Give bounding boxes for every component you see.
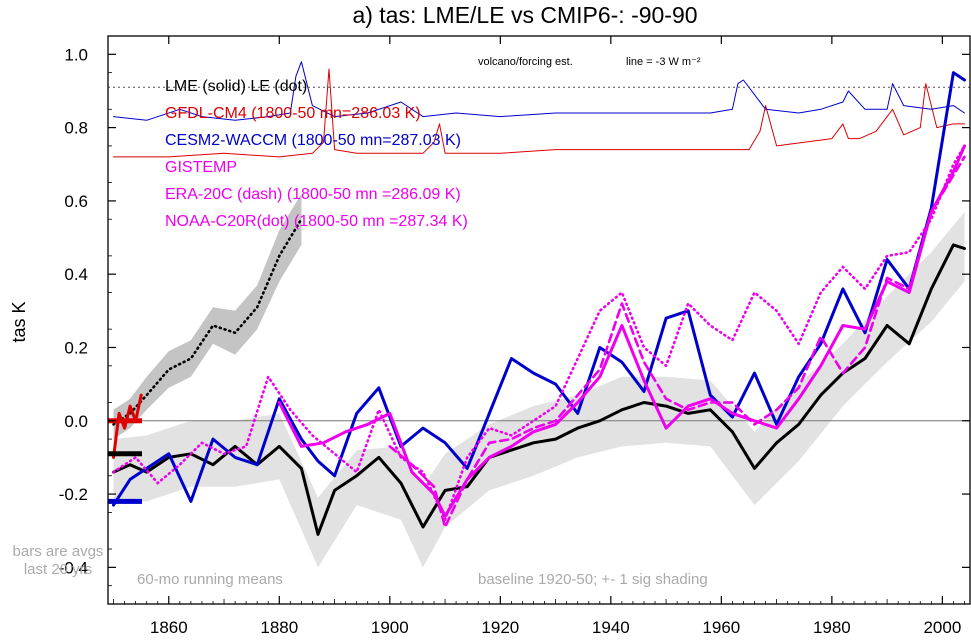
y-tick-label: 0.4	[64, 265, 88, 284]
y-tick-label: 0.0	[64, 412, 88, 431]
x-tick-label: 1900	[371, 618, 409, 637]
chart-title: a) tas: LME/LE vs CMIP6-: -90-90	[352, 2, 697, 28]
baseline-note: baseline 1920-50; +- 1 sig shading	[478, 571, 708, 588]
x-tick-label: 1940	[592, 618, 630, 637]
bars-note: bars are avgs last 20 yrs	[13, 543, 104, 578]
forcing-lines	[113, 61, 965, 158]
band-lme-spread	[113, 211, 965, 568]
end-bar-gfdl-bar	[108, 418, 142, 424]
series-line-volcano-forcing-cesm	[113, 61, 965, 121]
running-mean-note: 60-mo running means	[137, 571, 283, 588]
series-line-era-20c-dash-1800-50-mn-286-09-k	[388, 155, 966, 529]
y-tick-label: 0.2	[64, 338, 88, 357]
y-tick-label: -0.2	[59, 485, 88, 504]
legend: LME (solid) LE (dot) GFDL-CM4 (1800-50 mn…	[165, 78, 468, 230]
y-tick-label: 0.6	[64, 192, 88, 211]
plot-frame	[107, 35, 971, 605]
volcano-annotation: volcano/forcing est.	[478, 56, 573, 68]
legend-entry-4: GISTEMP	[165, 159, 237, 176]
end-bar-lme-bar	[108, 451, 142, 457]
forcing-line-annotation: line = -3 W m⁻²	[626, 56, 701, 68]
axis-ticks: 1860 1880 1900 1920 1940 1960 1980 2000 1.0 0.8 0.…	[59, 36, 970, 637]
legend-entry-5: ERA-20C (dash) (1800-50 mn =286.09 K)	[165, 186, 461, 203]
y-tick-label: -0.4	[59, 558, 88, 577]
x-tick-label: 1880	[260, 618, 298, 637]
series-line-gistemp	[277, 144, 966, 518]
y-axis-label: tas K	[9, 301, 29, 342]
x-tick-label: 1960	[702, 618, 740, 637]
legend-entry-2: GFDL-CM4 (1800-50 mn=286.03 K)	[165, 105, 421, 122]
series-line-lme-solid	[112, 243, 966, 536]
legend-entry-6: NOAA-C20R(dot) (1800-50 mn =287.34 K)	[165, 213, 468, 230]
x-tick-label: 1860	[150, 618, 188, 637]
series-line-noaa-c20r-dot-1800-50-mn-287-34-k	[112, 144, 966, 521]
y-tick-label: 1.0	[64, 45, 88, 64]
legend-entry-3: CESM2-WACCM (1800-50 mn=287.03 K)	[165, 132, 461, 149]
x-tick-label: 1920	[481, 618, 519, 637]
x-tick-label: 2000	[923, 618, 961, 637]
legend-entry-1: LME (solid) LE (dot)	[165, 78, 307, 95]
series-line-volcano-forcing-gfdl	[113, 68, 965, 158]
end-bar-cesm-bar	[108, 498, 142, 504]
end-bars	[108, 418, 142, 504]
x-tick-label: 1980	[813, 618, 851, 637]
series-lines	[112, 71, 966, 536]
y-tick-label: 0.8	[64, 119, 88, 138]
series-line-cesm2-waccm-1800-50-mn-287-03-k	[112, 71, 966, 507]
